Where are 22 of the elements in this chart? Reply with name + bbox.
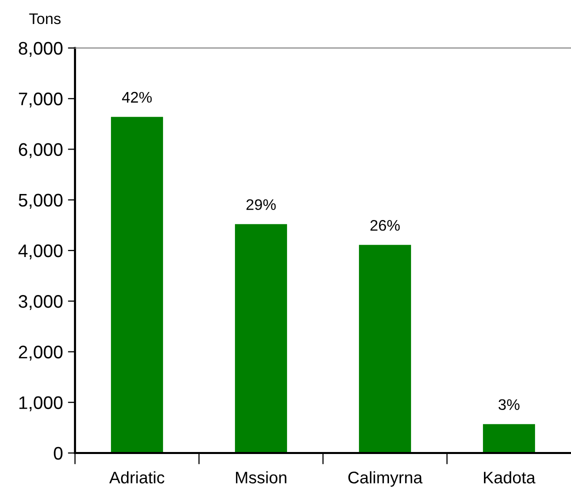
annotation: 42%	[122, 92, 152, 103]
y-tick-label: 6,000	[18, 143, 62, 158]
annotation: 29%	[246, 199, 276, 210]
bar	[358, 244, 412, 453]
x-tick-label: Adriatic	[109, 471, 164, 484]
bar	[110, 116, 164, 453]
bar	[482, 424, 536, 453]
annotation: 26%	[370, 220, 400, 231]
y-tick-label: 5,000	[18, 194, 62, 209]
y-tick-label: 0	[54, 446, 62, 460]
y-tick-label: 8,000	[18, 42, 62, 57]
y-axis-title: Tons	[29, 13, 61, 24]
bar	[234, 224, 288, 453]
annotation: 3%	[498, 399, 520, 410]
y-tick-label: 1,000	[19, 396, 62, 412]
y-tick-label: 3,000	[18, 295, 62, 310]
y-tick-label: 4,000	[18, 244, 62, 260]
y-tick-label: 7,000	[18, 92, 62, 108]
y-tick-label: 2,000	[18, 346, 62, 361]
x-tick-label: Kadota	[484, 471, 536, 484]
x-tick-label: Mssion	[236, 471, 286, 484]
x-tick-label: Calimyrna	[348, 471, 423, 487]
